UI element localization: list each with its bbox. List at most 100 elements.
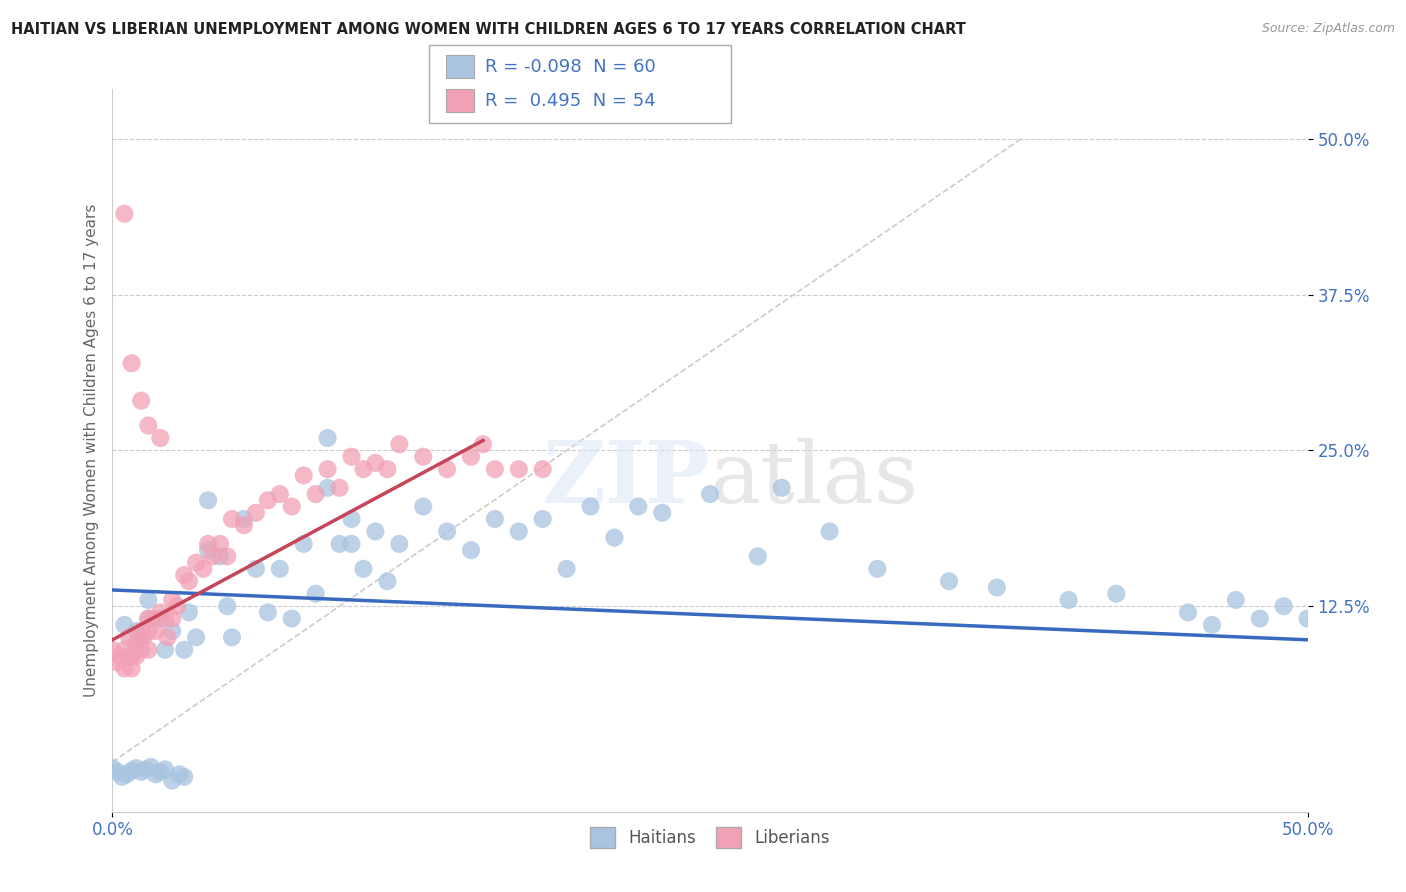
Point bbox=[603, 531, 626, 545]
Point bbox=[162, 593, 183, 607]
Point bbox=[436, 462, 458, 476]
Point bbox=[531, 462, 554, 476]
Point bbox=[257, 493, 280, 508]
Point bbox=[364, 524, 387, 539]
Point bbox=[340, 537, 363, 551]
Point bbox=[329, 481, 352, 495]
Point bbox=[770, 481, 793, 495]
Point bbox=[125, 624, 148, 639]
Point bbox=[129, 393, 152, 408]
Point bbox=[209, 537, 232, 551]
Y-axis label: Unemployment Among Women with Children Ages 6 to 17 years: Unemployment Among Women with Children A… bbox=[83, 203, 98, 698]
Text: ZIP: ZIP bbox=[543, 437, 710, 521]
Point bbox=[125, 636, 148, 650]
Point bbox=[121, 648, 143, 663]
Point bbox=[173, 642, 195, 657]
Point bbox=[177, 574, 200, 589]
Point bbox=[508, 524, 530, 539]
Point bbox=[114, 618, 135, 632]
Point bbox=[352, 462, 374, 476]
Point bbox=[747, 549, 769, 564]
Point bbox=[1177, 606, 1199, 620]
Point bbox=[209, 549, 232, 564]
Point bbox=[138, 593, 160, 607]
Point bbox=[412, 450, 434, 464]
Text: HAITIAN VS LIBERIAN UNEMPLOYMENT AMONG WOMEN WITH CHILDREN AGES 6 TO 17 YEARS CO: HAITIAN VS LIBERIAN UNEMPLOYMENT AMONG W… bbox=[11, 22, 966, 37]
Point bbox=[129, 624, 152, 639]
Point bbox=[460, 543, 482, 558]
Point bbox=[135, 763, 157, 777]
Point bbox=[627, 500, 650, 514]
Point bbox=[305, 587, 328, 601]
Point bbox=[125, 636, 148, 650]
Point bbox=[153, 642, 176, 657]
Point bbox=[412, 500, 434, 514]
Point bbox=[555, 562, 578, 576]
Point bbox=[173, 770, 195, 784]
Point bbox=[221, 512, 243, 526]
Point bbox=[114, 642, 135, 657]
Point bbox=[340, 512, 363, 526]
Point bbox=[472, 437, 495, 451]
Point bbox=[162, 773, 183, 788]
Point bbox=[292, 468, 315, 483]
Point bbox=[245, 562, 267, 576]
Point bbox=[1249, 612, 1271, 626]
Point bbox=[101, 761, 124, 775]
Point bbox=[138, 624, 160, 639]
Point bbox=[1105, 587, 1128, 601]
Point bbox=[115, 767, 138, 781]
Point bbox=[121, 356, 143, 370]
Point bbox=[217, 549, 239, 564]
Point bbox=[436, 524, 458, 539]
Point bbox=[173, 568, 195, 582]
Text: R = -0.098  N = 60: R = -0.098 N = 60 bbox=[485, 58, 655, 76]
Point bbox=[114, 207, 135, 221]
Point bbox=[149, 431, 172, 445]
Point bbox=[149, 612, 172, 626]
Point bbox=[484, 462, 506, 476]
Point bbox=[281, 612, 304, 626]
Point bbox=[1225, 593, 1247, 607]
Point bbox=[245, 506, 267, 520]
Point bbox=[114, 661, 135, 675]
Point bbox=[269, 487, 291, 501]
Point bbox=[138, 612, 160, 626]
Point bbox=[162, 624, 183, 639]
Point bbox=[938, 574, 960, 589]
Point bbox=[138, 418, 160, 433]
Point bbox=[129, 630, 152, 644]
Point bbox=[138, 612, 160, 626]
Point bbox=[129, 642, 152, 657]
Point bbox=[281, 500, 304, 514]
Point bbox=[197, 493, 219, 508]
Point bbox=[352, 562, 374, 576]
Point bbox=[125, 761, 148, 775]
Point bbox=[132, 630, 155, 644]
Point bbox=[329, 537, 352, 551]
Point bbox=[364, 456, 387, 470]
Point bbox=[149, 764, 172, 779]
Point bbox=[142, 612, 165, 626]
Point bbox=[217, 599, 239, 614]
Point bbox=[121, 764, 143, 778]
Point bbox=[1057, 593, 1080, 607]
Point bbox=[186, 630, 208, 644]
Point bbox=[101, 642, 124, 657]
Point bbox=[145, 624, 167, 639]
Point bbox=[118, 630, 141, 644]
Point bbox=[651, 506, 673, 520]
Point bbox=[129, 764, 152, 779]
Point bbox=[1296, 612, 1319, 626]
Point bbox=[149, 606, 172, 620]
Point bbox=[1201, 618, 1223, 632]
Point bbox=[197, 543, 219, 558]
Point bbox=[125, 648, 148, 663]
Point bbox=[166, 599, 188, 614]
Point bbox=[169, 767, 191, 781]
Point bbox=[377, 574, 399, 589]
Point bbox=[138, 642, 160, 657]
Point bbox=[305, 487, 328, 501]
Point bbox=[111, 770, 134, 784]
Point bbox=[121, 661, 143, 675]
